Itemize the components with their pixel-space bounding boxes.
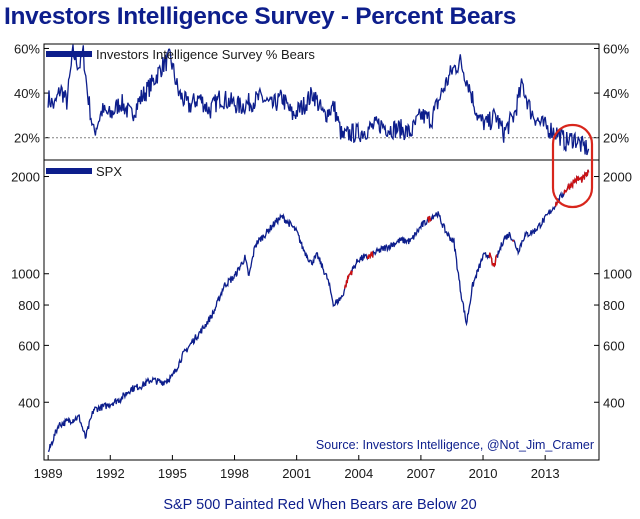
spx-tick-label-left: 2000: [11, 170, 40, 185]
bears-tick-label-right: 20%: [603, 131, 629, 146]
spx-red-highlights: [344, 169, 590, 289]
spx-tick-label-left: 1000: [11, 267, 40, 282]
spx-tick-label-left: 800: [18, 298, 40, 313]
source-note: Source: Investors Intelligence, @Not_Jim…: [316, 438, 594, 452]
highlight-circle: [551, 123, 594, 209]
spx-red-segment: [426, 215, 432, 223]
x-tick-label: 1995: [158, 466, 187, 481]
x-tick-label: 2007: [406, 466, 435, 481]
spx-legend-swatch: [46, 168, 92, 174]
bears-legend-label: Investors Intelligence Survey % Bears: [96, 47, 315, 62]
x-tick-label: 2001: [282, 466, 311, 481]
x-tick-label: 1998: [220, 466, 249, 481]
chart-caption: S&P 500 Painted Red When Bears are Below…: [163, 497, 477, 513]
spx-tick-label-left: 600: [18, 338, 40, 353]
bears-series-line: [47, 44, 590, 156]
bears-tick-label-left: 40%: [14, 86, 40, 101]
spx-axis-ticks: 400 400 600 600 800 800 1000 1000 2000 2000: [11, 170, 632, 411]
spx-panel-frame: [43, 159, 600, 461]
bears-tick-label-right: 40%: [603, 86, 629, 101]
x-tick-label: 1989: [34, 466, 63, 481]
chart-title: Investors Intelligence Survey - Percent …: [4, 3, 517, 30]
spx-red-segment: [563, 169, 590, 195]
bears-tick-label-right: 60%: [603, 41, 629, 56]
x-tick-label: 2010: [469, 466, 498, 481]
x-tick-label: 1992: [96, 466, 125, 481]
spx-tick-label-right: 800: [603, 298, 625, 313]
bears-tick-label-left: 60%: [14, 41, 40, 56]
x-axis-ticks: 1989 1992 1995 1998 2001 2004 2007 2010 2013: [34, 455, 560, 481]
bears-tick-label-left: 20%: [14, 131, 40, 146]
spx-red-segment: [488, 252, 498, 268]
bears-axis-ticks: 20% 20% 40% 40% 60% 60%: [14, 41, 629, 145]
spx-tick-label-right: 400: [603, 395, 625, 410]
spx-red-segment: [554, 201, 558, 207]
spx-red-segment: [344, 269, 353, 289]
bears-legend-swatch: [46, 51, 92, 57]
spx-tick-label-right: 600: [603, 338, 625, 353]
x-tick-label: 2004: [344, 466, 373, 481]
spx-tick-label-right: 1000: [603, 267, 632, 282]
spx-series-line: [47, 169, 590, 453]
spx-red-segment: [512, 239, 515, 242]
x-tick-label: 2013: [531, 466, 560, 481]
spx-tick-label-left: 400: [18, 395, 40, 410]
spx-tick-label-right: 2000: [603, 170, 632, 185]
spx-legend-label: SPX: [96, 164, 122, 179]
spx-red-segment: [366, 251, 374, 260]
